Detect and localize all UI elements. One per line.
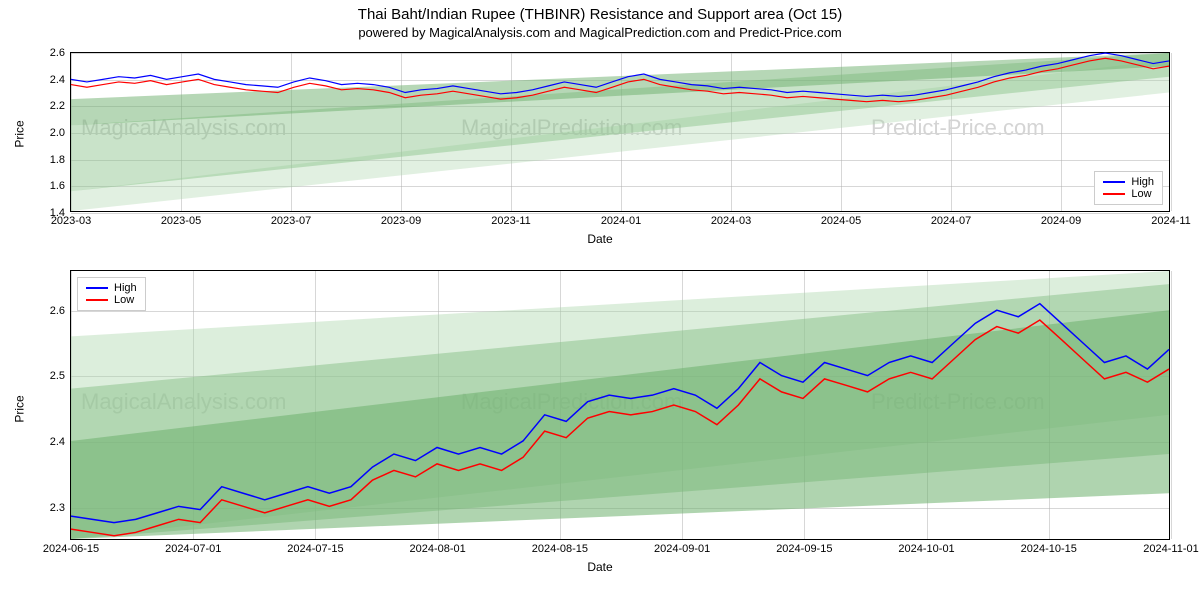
legend: High Low — [77, 277, 146, 311]
title-block: Thai Baht/Indian Rupee (THBINR) Resistan… — [0, 0, 1200, 42]
legend-label-high: High — [114, 282, 137, 294]
y-tick-label: 2.5 — [50, 370, 71, 382]
x-tick-label: 2024-11-01 — [1143, 539, 1198, 555]
y-tick-label: 2.2 — [50, 100, 71, 112]
legend: High Low — [1094, 171, 1163, 205]
legend-item-low: Low — [86, 294, 137, 306]
x-tick-label: 2024-05 — [821, 211, 861, 227]
legend-label-low: Low — [114, 294, 134, 306]
chart-subtitle: powered by MagicalAnalysis.com and Magic… — [0, 25, 1200, 40]
chart-title: Thai Baht/Indian Rupee (THBINR) Resistan… — [0, 6, 1200, 23]
x-tick-label: 2024-07-15 — [287, 539, 343, 555]
x-tick-label: 2024-10-01 — [898, 539, 954, 555]
bottom-chart-svg — [71, 271, 1169, 539]
x-tick-label: 2024-11 — [1151, 211, 1191, 227]
x-tick-label: 2023-09 — [381, 211, 421, 227]
y-tick-label: 2.6 — [50, 47, 71, 59]
y-tick-label: 2.4 — [50, 436, 71, 448]
legend-label-high: High — [1131, 176, 1154, 188]
x-tick-label: 2023-05 — [161, 211, 201, 227]
legend-swatch-high — [86, 287, 108, 289]
x-axis-label: Date — [560, 560, 640, 574]
legend-label-low: Low — [1131, 188, 1151, 200]
legend-item-high: High — [1103, 176, 1154, 188]
y-tick-label: 2.0 — [50, 127, 71, 139]
y-tick-label: 2.6 — [50, 305, 71, 317]
y-tick-label: 1.6 — [50, 180, 71, 192]
gridline-vertical — [1171, 53, 1172, 211]
x-tick-label: 2024-09-01 — [654, 539, 710, 555]
x-tick-label: 2024-08-01 — [410, 539, 466, 555]
x-axis-label: Date — [560, 232, 640, 246]
x-tick-label: 2024-07-01 — [165, 539, 221, 555]
x-tick-label: 2024-06-15 — [43, 539, 99, 555]
x-tick-label: 2024-10-15 — [1021, 539, 1077, 555]
x-tick-label: 2023-11 — [491, 211, 531, 227]
top-plot-area: MagicalAnalysis.com MagicalPrediction.co… — [70, 52, 1170, 212]
legend-item-high: High — [86, 282, 137, 294]
x-tick-label: 2024-09 — [1041, 211, 1081, 227]
x-tick-label: 2023-07 — [271, 211, 311, 227]
y-axis-label: Price — [13, 395, 27, 422]
x-tick-label: 2024-01 — [601, 211, 641, 227]
legend-swatch-low — [1103, 193, 1125, 195]
legend-item-low: Low — [1103, 188, 1154, 200]
y-tick-label: 1.8 — [50, 154, 71, 166]
x-tick-label: 2024-08-15 — [532, 539, 588, 555]
gridline-vertical — [1171, 271, 1172, 539]
top-chart-svg — [71, 53, 1169, 211]
legend-swatch-low — [86, 299, 108, 301]
bottom-plot-area: MagicalAnalysis.com MagicalPrediction.co… — [70, 270, 1170, 540]
figure-container: Thai Baht/Indian Rupee (THBINR) Resistan… — [0, 0, 1200, 600]
y-axis-label: Price — [13, 120, 27, 147]
y-tick-label: 2.4 — [50, 74, 71, 86]
bottom-chart: MagicalAnalysis.com MagicalPrediction.co… — [0, 252, 1200, 592]
top-chart: MagicalAnalysis.com MagicalPrediction.co… — [0, 42, 1200, 252]
x-tick-label: 2024-07 — [931, 211, 971, 227]
x-tick-label: 2024-09-15 — [776, 539, 832, 555]
legend-swatch-high — [1103, 181, 1125, 183]
x-tick-label: 2024-03 — [711, 211, 751, 227]
y-tick-label: 2.3 — [50, 502, 71, 514]
x-tick-label: 2023-03 — [51, 211, 91, 227]
